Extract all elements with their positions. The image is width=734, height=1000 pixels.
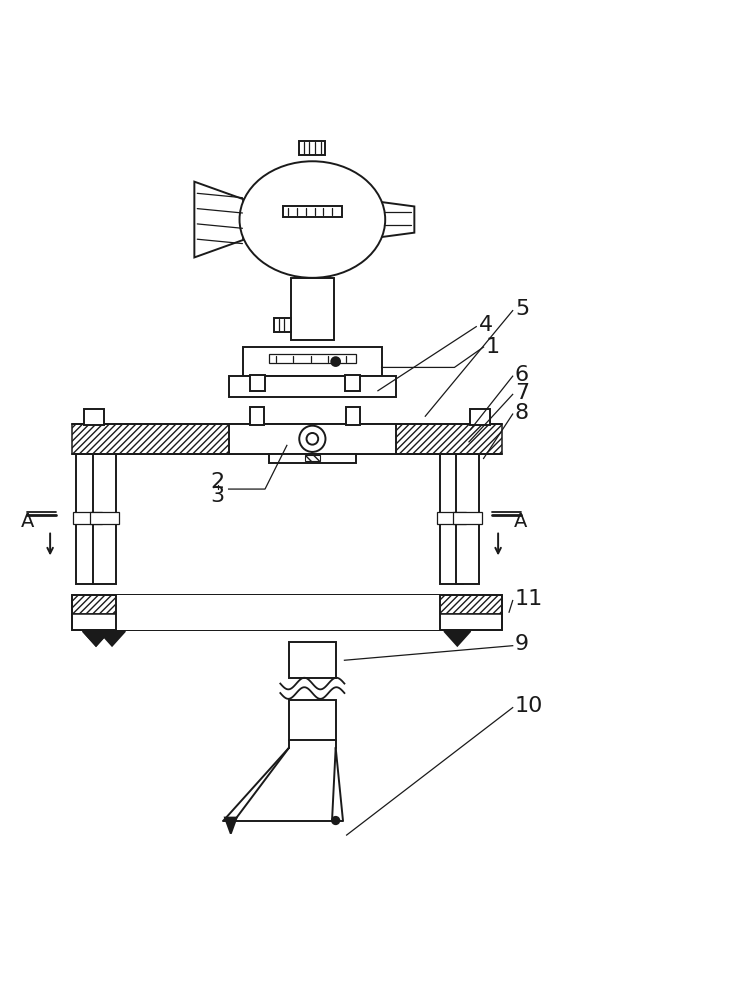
Bar (289, 642, 335, 678)
Text: 7: 7 (515, 383, 529, 403)
Text: A: A (514, 512, 528, 531)
Text: 5: 5 (515, 299, 529, 319)
Text: 3: 3 (211, 486, 225, 506)
Text: 6: 6 (515, 365, 529, 385)
Bar (269, 354, 356, 363)
Bar (72, 595, 502, 614)
Text: A: A (21, 512, 34, 531)
Polygon shape (99, 631, 126, 646)
Bar (453, 512, 482, 524)
Bar (299, 141, 325, 155)
Polygon shape (83, 631, 109, 646)
Polygon shape (83, 631, 109, 646)
Bar (289, 700, 335, 740)
Bar (76, 454, 99, 584)
Bar (275, 318, 291, 332)
Bar (250, 407, 264, 425)
Bar (72, 614, 502, 630)
Circle shape (307, 433, 319, 445)
Bar (440, 454, 463, 584)
Polygon shape (382, 202, 415, 237)
Bar (228, 424, 396, 454)
Circle shape (332, 817, 339, 824)
Polygon shape (195, 182, 243, 257)
Text: 10: 10 (515, 696, 543, 716)
Bar (84, 409, 104, 425)
Circle shape (299, 426, 325, 452)
Bar (250, 375, 265, 391)
Bar (93, 454, 117, 584)
Bar (345, 375, 360, 391)
Polygon shape (444, 631, 470, 646)
Text: 11: 11 (515, 589, 543, 609)
Bar (346, 407, 360, 425)
Polygon shape (225, 818, 236, 834)
Text: 1: 1 (486, 337, 500, 357)
Bar (291, 278, 334, 340)
Bar (456, 454, 479, 584)
Bar (470, 409, 490, 425)
Text: 9: 9 (515, 634, 529, 654)
Ellipse shape (239, 161, 385, 278)
Bar (228, 376, 396, 397)
Bar (243, 347, 382, 376)
Bar (73, 512, 102, 524)
Bar (305, 455, 319, 461)
Circle shape (331, 357, 340, 366)
Text: 8: 8 (515, 403, 529, 423)
Bar (269, 454, 356, 463)
Bar (437, 512, 466, 524)
Bar (283, 206, 341, 217)
Text: 2: 2 (211, 472, 225, 492)
Bar (72, 424, 502, 454)
Bar (90, 512, 120, 524)
Text: 4: 4 (479, 315, 493, 335)
Bar (117, 595, 440, 630)
